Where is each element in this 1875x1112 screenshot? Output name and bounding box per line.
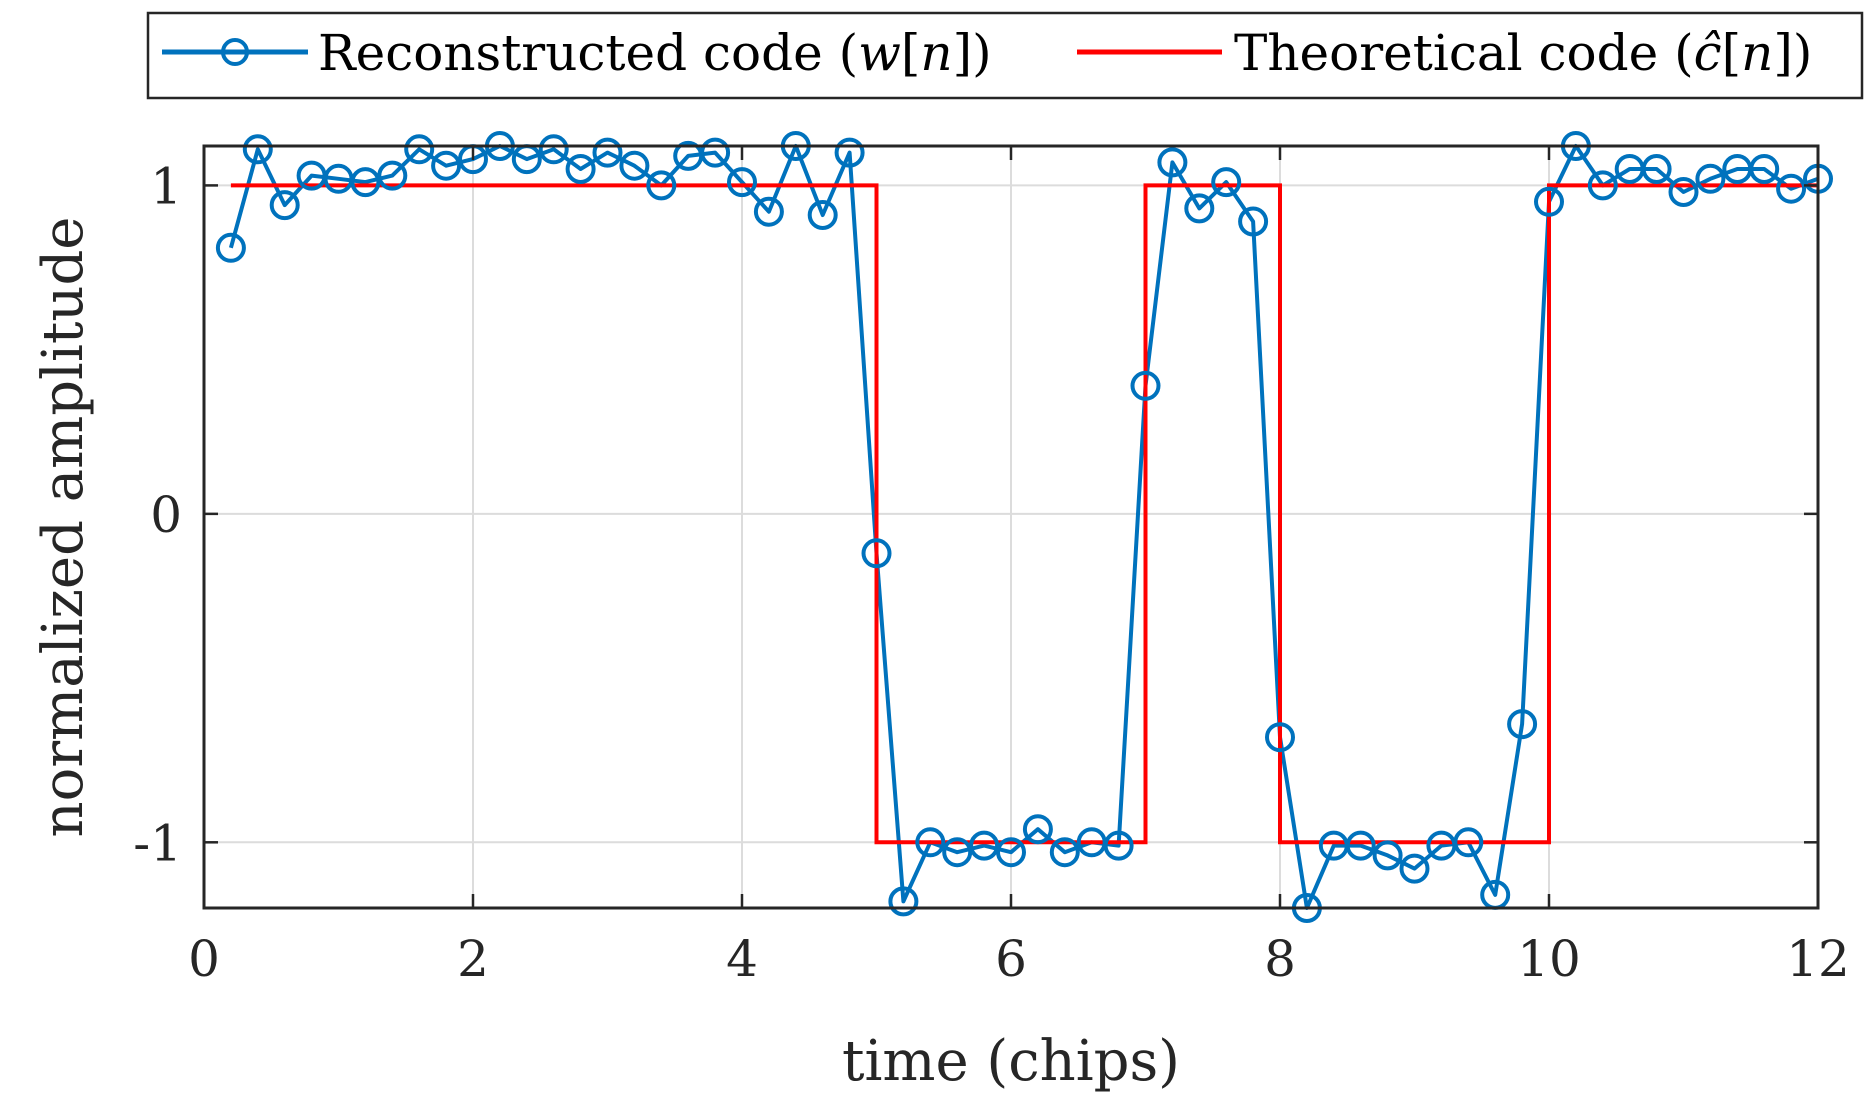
- legend-box: [146, 11, 1864, 100]
- reconstructed-code-point: [996, 837, 1026, 868]
- legend-label-theoretical-math: ĉ: [1694, 24, 1722, 82]
- x-tick-label: 8: [1264, 930, 1296, 988]
- reconstructed-code-point: [215, 232, 246, 263]
- reconstructed-code-point: [1749, 154, 1780, 184]
- legend-label-reconstructed-bracket: [: [901, 24, 921, 82]
- series-lines: [215, 131, 1833, 923]
- reconstructed-code-point: [1372, 840, 1403, 871]
- reconstructed-code-point: [888, 886, 919, 917]
- legend-label-reconstructed-text: Reconstructed code (: [318, 24, 858, 82]
- reconstructed-code-point: [242, 134, 273, 165]
- reconstructed-code-point: [1157, 147, 1188, 178]
- reconstructed-code-point: [431, 150, 462, 181]
- legend-label-reconstructed: Reconstructed code (w[n]): [318, 24, 992, 82]
- reconstructed-code-point: [834, 137, 865, 168]
- reconstructed-code-point: [1103, 830, 1134, 861]
- reconstructed-code-point: [1345, 830, 1376, 861]
- reconstructed-code-point: [592, 137, 623, 168]
- legend-label-theoretical: Theoretical code (ĉ[n]): [1234, 24, 1812, 82]
- reconstructed-code-point: [1184, 193, 1215, 224]
- reconstructed-code-point: [807, 200, 838, 230]
- reconstructed-code-point: [377, 160, 408, 191]
- reconstructed-code-point: [861, 538, 892, 569]
- reconstructed-code-point: [1399, 853, 1430, 884]
- reconstructed-code-point: [1668, 177, 1699, 207]
- ticks: [202, 146, 1820, 908]
- reconstructed-code-point: [942, 837, 973, 868]
- legend-label-theoretical-text: Theoretical code (: [1234, 24, 1694, 82]
- y-axis-title: normalized amplitude: [31, 217, 96, 838]
- reconstructed-code-point: [1211, 167, 1242, 198]
- reconstructed-code-point: [1130, 370, 1161, 401]
- legend-label-theoretical-bracket: [: [1722, 24, 1742, 82]
- reconstructed-code-point: [700, 137, 731, 168]
- legend-marker-reconstructed: [221, 38, 249, 66]
- y-tick-label: 1: [150, 157, 182, 215]
- y-tick-label: -1: [133, 814, 182, 872]
- reconstructed-code-point: [1695, 163, 1726, 194]
- reconstructed-code-point: [753, 196, 784, 227]
- reconstructed-code-point: [1587, 170, 1618, 201]
- y-tick-label: 0: [150, 486, 182, 544]
- x-tick-label: 10: [1517, 930, 1581, 988]
- reconstructed-code-point: [404, 134, 435, 165]
- reconstructed-code-point: [1238, 206, 1269, 237]
- legend-label-theoretical-index: n: [1741, 24, 1773, 82]
- reconstructed-code-point: [727, 167, 757, 198]
- legend-label-reconstructed-math: w: [858, 24, 901, 82]
- x-axis-title: time (chips): [842, 1029, 1180, 1094]
- reconstructed-code-point: [646, 170, 677, 201]
- reconstructed-code-point: [619, 150, 650, 181]
- reconstructed-code-point: [1453, 827, 1484, 858]
- x-tick-label: 6: [995, 930, 1027, 988]
- x-tick-label: 0: [188, 930, 220, 988]
- x-tick-label: 12: [1786, 930, 1850, 988]
- reconstructed-code-point: [1776, 173, 1807, 204]
- reconstructed-code-point: [350, 167, 381, 198]
- x-tick-label: 2: [457, 930, 489, 988]
- reconstructed-code-point: [1641, 154, 1672, 184]
- reconstructed-code-point: [1049, 837, 1080, 868]
- x-tick-label: 4: [726, 930, 758, 988]
- reconstructed-code-point: [538, 134, 569, 165]
- legend-label-reconstructed-close: ]): [953, 24, 992, 82]
- reconstructed-code-point: [915, 827, 946, 858]
- reconstructed-code-point: [1022, 814, 1053, 845]
- reconstructed-code-point: [1534, 186, 1564, 217]
- reconstructed-code-point: [1265, 722, 1295, 753]
- legend: Reconstructed code (w[n]) Theoretical co…: [146, 11, 1864, 100]
- reconstructed-code-point: [969, 830, 1000, 861]
- reconstructed-code-point: [269, 190, 300, 221]
- reconstructed-code-point: [1507, 709, 1538, 740]
- legend-label-theoretical-close: ]): [1773, 24, 1812, 82]
- tick-labels: 0 2 4 6 8 10 12-101: [133, 157, 1850, 988]
- legend-label-reconstructed-index: n: [920, 24, 952, 82]
- reconstructed-code-point: [565, 154, 596, 184]
